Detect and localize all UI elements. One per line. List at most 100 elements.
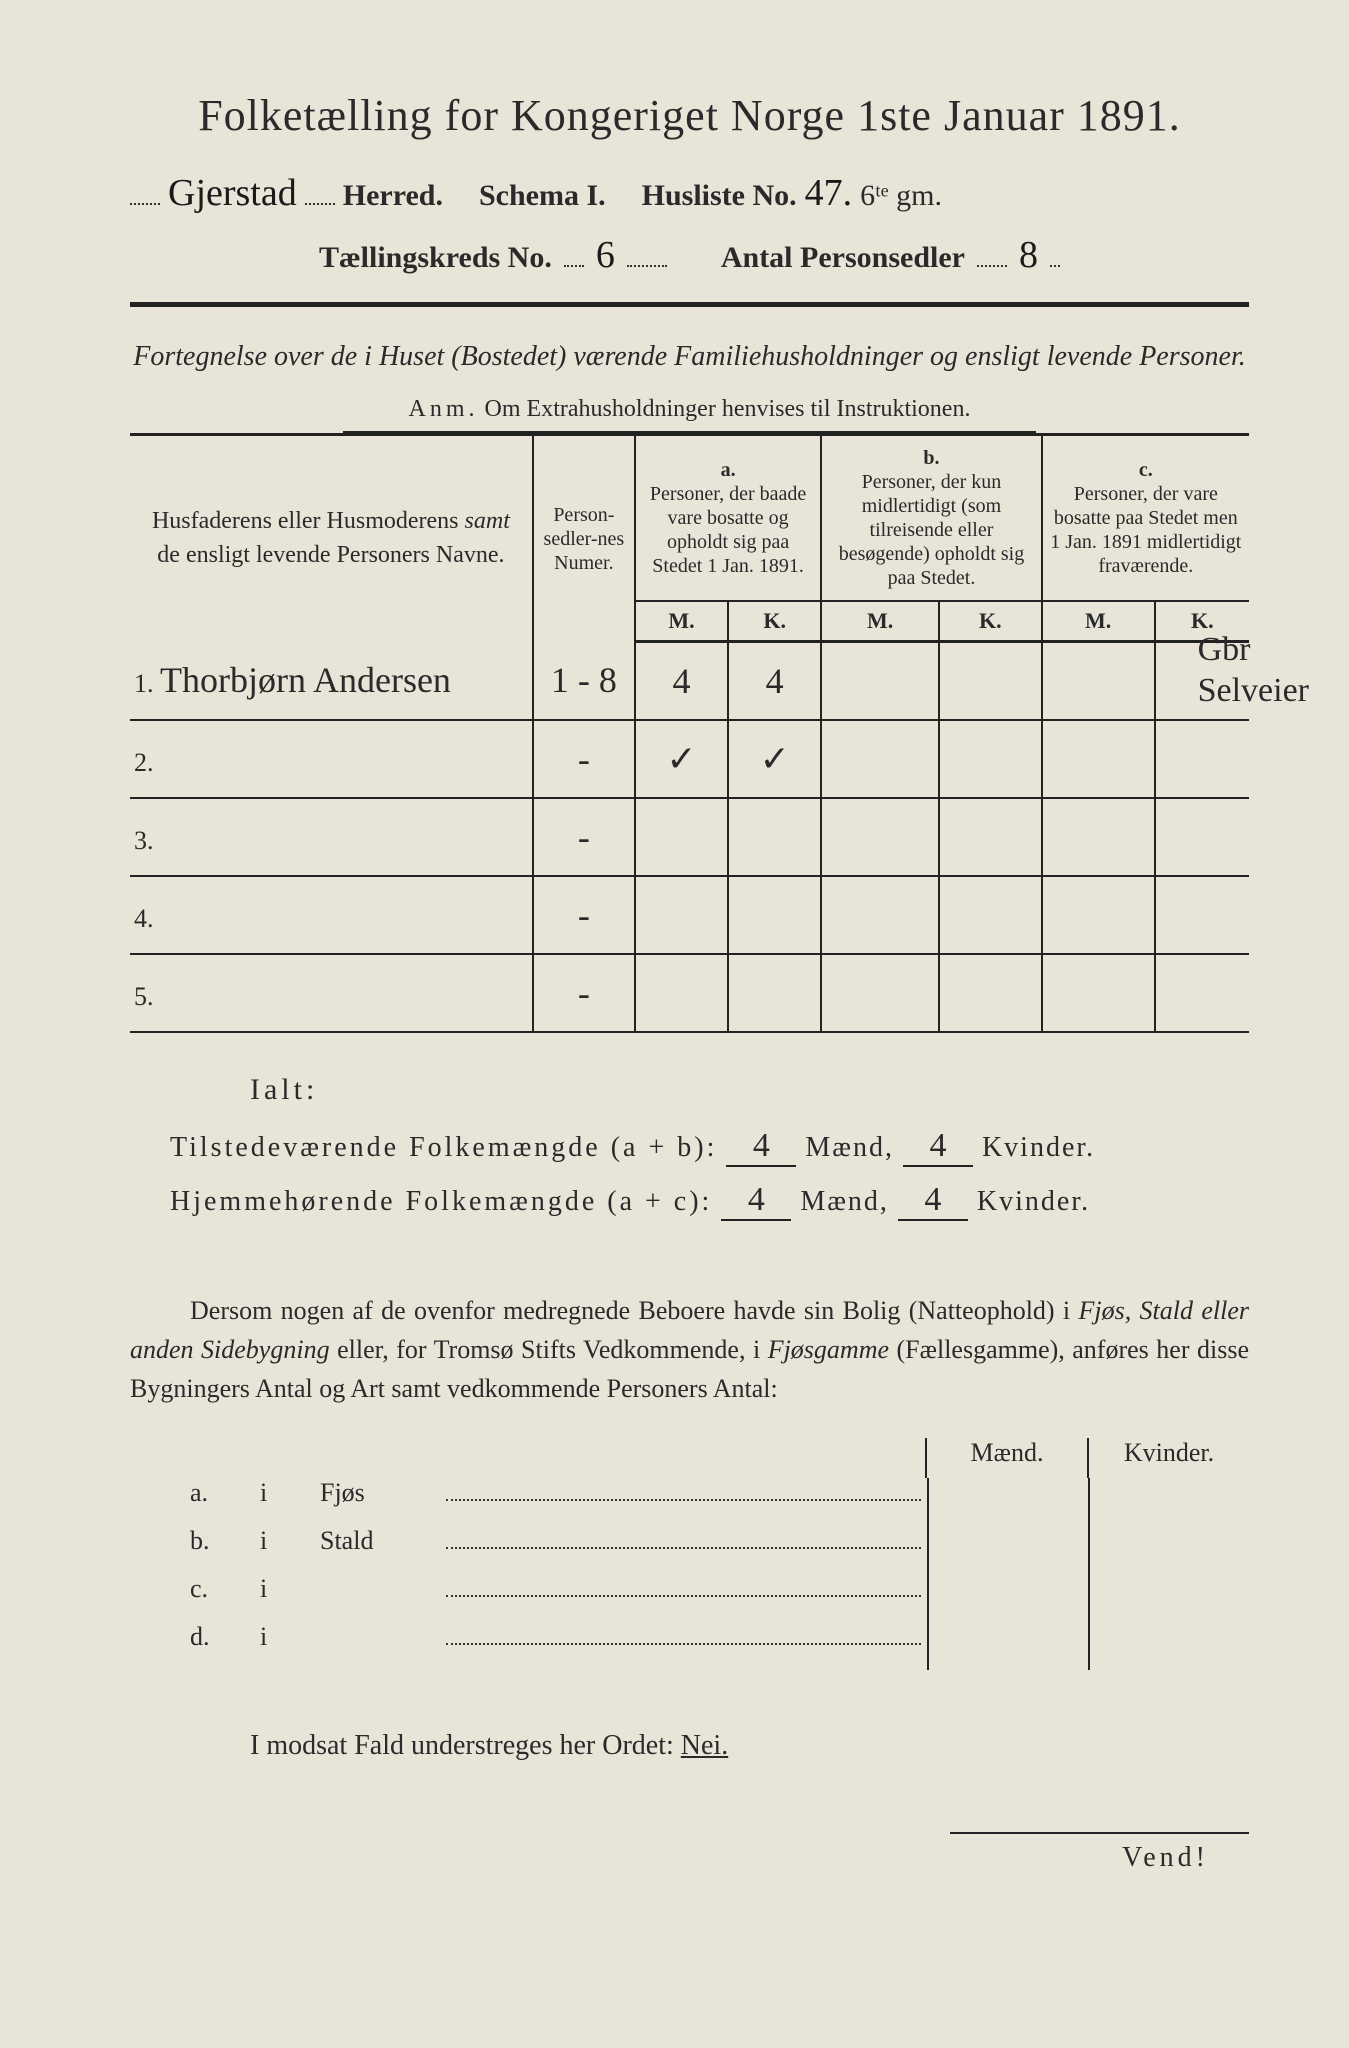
anm-line: Anm. Om Extrahusholdninger henvises til … [130,396,1249,423]
bldg-name: Fjøs [320,1478,440,1508]
kreds-no-handwritten: 6 [596,233,615,277]
row-b-m [821,876,939,954]
nei-word: Nei. [681,1730,728,1761]
bldg-letter: c. [190,1574,260,1604]
col-a: a.Personer, der baade vare bosatte og op… [635,435,821,602]
bldg-letter: d. [190,1622,260,1652]
anm-label: Anm. [409,396,479,422]
row-c-m [1042,954,1155,1032]
bldg-i: i [260,1622,320,1652]
present-maend: 4 [726,1127,796,1167]
col-b: b.Personer, der kun midlertidigt (som ti… [821,435,1041,602]
table-row: 5. - [130,954,1249,1032]
row-a-m [635,954,728,1032]
bldg-kvinder-header: Kvinder. [1087,1438,1249,1478]
row-name-cell: 2. [130,720,533,798]
present-kvinder: 4 [903,1127,973,1167]
herred-label: Herred. [343,179,443,213]
col-c-m: M. [1042,601,1155,642]
col-a-k: K. [728,601,821,642]
row-name-cell: 3. [130,798,533,876]
census-form-page: Folketælling for Kongeriget Norge 1ste J… [0,0,1349,2048]
row-b-k [939,798,1042,876]
summary-present: Tilstedeværende Folkemængde (a + b): 4 M… [170,1127,1249,1167]
husliste-label: Husliste No. [642,179,797,213]
table-row: 4. - [130,876,1249,954]
page-title: Folketælling for Kongeriget Norge 1ste J… [130,90,1249,141]
building-header: Mænd. Kvinder. [190,1438,1249,1478]
building-row: a.iFjøs [190,1478,927,1508]
col-a-m: M. [635,601,728,642]
col-numer: Person-sedler-nes Numer. [533,435,635,642]
row-c-k [1155,876,1249,954]
table-row: 1. Thorbjørn Andersen1 - 844 [130,642,1249,721]
bldg-kvinder-col [1090,1478,1249,1670]
bldg-maend-col [929,1478,1090,1670]
col-names: Husfaderens eller Husmoderens samt de en… [130,435,533,642]
subtitle: Fortegnelse over de i Huset (Bostedet) v… [130,337,1249,376]
row-numer: - [533,798,635,876]
divider-rule [130,302,1249,307]
row-b-m [821,798,939,876]
resident-kvinder: 4 [898,1181,968,1221]
husliste-extra-handwritten: 6ᵗᵉ gm. [860,179,942,213]
table-row: 2. -✓✓ [130,720,1249,798]
anm-text: Om Extrahusholdninger henvises til Instr… [485,396,971,422]
row-name-cell: 5. [130,954,533,1032]
antal-handwritten: 8 [1019,233,1038,277]
row-c-m [1042,720,1155,798]
row-c-m [1042,798,1155,876]
building-row: b.iStald [190,1526,927,1556]
bldg-maend-header: Mænd. [925,1438,1087,1478]
row-b-k [939,876,1042,954]
resident-maend: 4 [721,1181,791,1221]
building-row: d.i [190,1622,927,1652]
row-c-k [1155,798,1249,876]
kreds-label: Tællingskreds No. [319,241,552,275]
row-a-m: ✓ [635,720,728,798]
header-line-2: Tællingskreds No. 6 Antal Personsedler 8 [130,233,1249,277]
row-a-m: 4 [635,642,728,721]
building-paragraph: Dersom nogen af de ovenfor medregnede Be… [130,1291,1249,1408]
row-b-m [821,642,939,721]
building-row: c.i [190,1574,927,1604]
row-name-cell: 1. Thorbjørn Andersen [130,642,533,721]
row-c-m [1042,876,1155,954]
row-a-m [635,798,728,876]
col-c: c.Personer, der vare bosatte paa Stedet … [1042,435,1249,602]
ialt-label: Ialt: [250,1073,1249,1107]
row-name-cell: 4. [130,876,533,954]
bldg-i: i [260,1574,320,1604]
row-numer: 1 - 8 [533,642,635,721]
husliste-no-handwritten: 47. [805,171,853,215]
row-a-k [728,876,821,954]
row-b-m [821,720,939,798]
bldg-name: Stald [320,1526,440,1556]
bldg-letter: b. [190,1526,260,1556]
row-b-k [939,642,1042,721]
row-a-k: ✓ [728,720,821,798]
row-a-k [728,798,821,876]
row-a-m [635,876,728,954]
bldg-i: i [260,1526,320,1556]
bldg-letter: a. [190,1478,260,1508]
bldg-i: i [260,1478,320,1508]
summary-resident: Hjemmehørende Folkemængde (a + c): 4 Mæn… [170,1181,1249,1221]
row-c-k [1155,720,1249,798]
row-b-k [939,720,1042,798]
herred-handwritten: Gjerstad [168,171,297,215]
row-a-k: 4 [728,642,821,721]
row-b-k [939,954,1042,1032]
margin-note-handwritten: GbrSelveier [1198,630,1309,712]
table-row: 3. - [130,798,1249,876]
modsat-line: I modsat Fald understreges her Ordet: Ne… [250,1730,1249,1762]
row-c-k [1155,954,1249,1032]
col-b-k: K. [939,601,1042,642]
schema-label: Schema I. [479,179,606,213]
row-numer: - [533,720,635,798]
antal-label: Antal Personsedler [721,241,965,275]
header-line-1: Gjerstad Herred. Schema I. Husliste No. … [130,171,1249,215]
row-a-k [728,954,821,1032]
building-grid: a.iFjøsb.iStaldc.id.i [190,1478,1249,1670]
row-numer: - [533,876,635,954]
